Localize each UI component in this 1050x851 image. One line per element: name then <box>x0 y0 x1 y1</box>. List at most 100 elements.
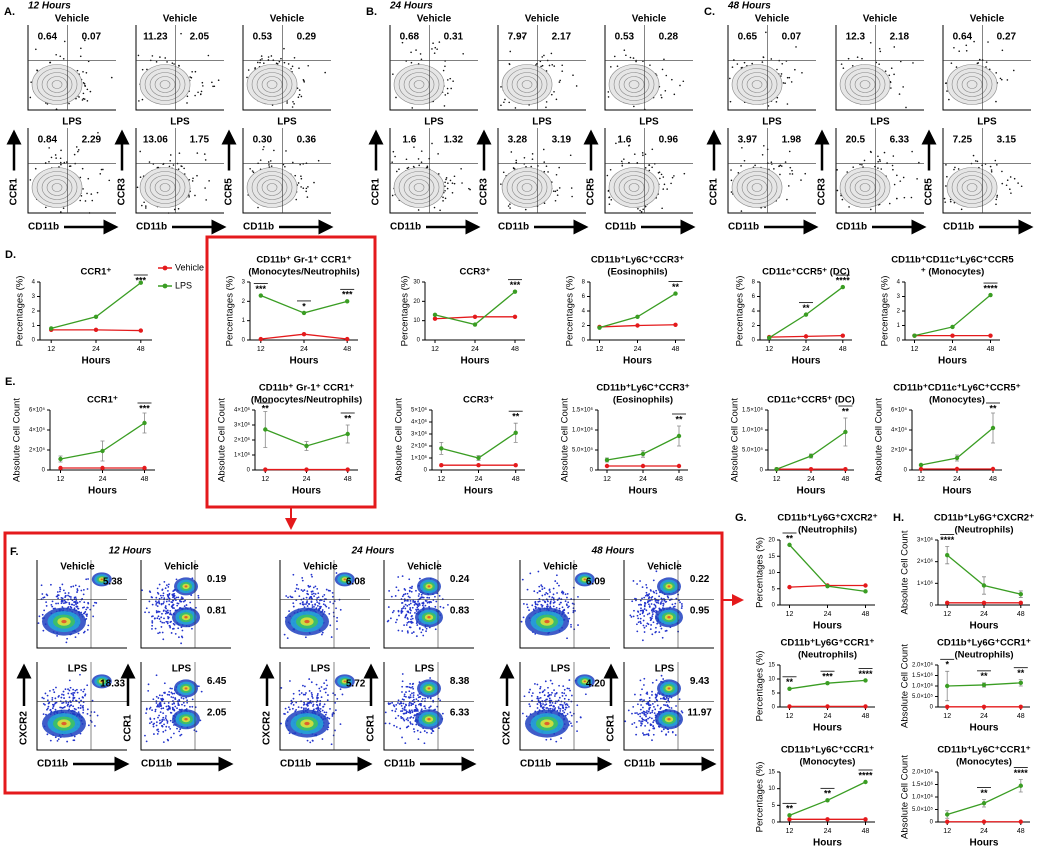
event-dot <box>325 714 327 716</box>
event-dot <box>167 616 169 618</box>
event-dot <box>171 605 173 607</box>
event-dot <box>444 65 446 67</box>
event-dot <box>393 610 395 612</box>
event-dot <box>307 605 309 607</box>
event-dot <box>70 165 72 167</box>
event-dot <box>87 178 89 180</box>
event-dot <box>621 160 623 162</box>
event-dot <box>149 708 151 710</box>
event-dot <box>168 726 170 728</box>
event-dot <box>165 605 167 607</box>
event-dot <box>899 180 901 182</box>
event-dot <box>561 70 563 72</box>
event-dot <box>398 610 400 612</box>
event-dot <box>147 690 149 692</box>
event-dot <box>515 160 517 162</box>
event-dot <box>318 688 320 690</box>
event-dot <box>666 188 668 190</box>
event-dot <box>74 607 76 609</box>
event-dot <box>503 101 505 103</box>
event-dot <box>439 699 441 701</box>
event-dot <box>163 622 165 624</box>
event-dot <box>161 622 163 624</box>
event-dot <box>781 63 783 65</box>
event-dot <box>411 586 413 588</box>
event-dot <box>431 143 433 145</box>
event-dot <box>301 692 303 694</box>
event-dot <box>80 689 82 691</box>
event-dot <box>163 609 165 611</box>
event-dot <box>299 603 301 605</box>
event-dot <box>327 699 329 701</box>
event-dot <box>187 95 189 97</box>
event-dot <box>1013 70 1015 72</box>
event-dot <box>47 699 49 701</box>
event-dot <box>201 691 203 693</box>
quadrant-value: 12.3 <box>846 32 866 43</box>
event-dot <box>411 587 413 589</box>
y-axis-label: CXCR2 <box>262 711 273 745</box>
event-dot <box>546 165 548 167</box>
event-dot <box>47 695 49 697</box>
event-dot <box>401 691 403 693</box>
event-dot <box>416 624 418 626</box>
event-dot <box>35 48 37 50</box>
event-dot <box>67 705 69 707</box>
event-dot <box>111 77 113 79</box>
event-dot <box>425 600 427 602</box>
event-dot <box>173 693 175 695</box>
time-label: 48 Hours <box>591 546 635 557</box>
event-dot <box>412 688 414 690</box>
event-dot <box>1001 171 1003 173</box>
event-dot <box>159 618 161 620</box>
event-dot <box>771 161 773 163</box>
event-dot <box>645 167 647 169</box>
event-dot <box>301 178 303 180</box>
event-dot <box>404 593 406 595</box>
event-dot <box>163 597 165 599</box>
event-dot <box>149 601 151 603</box>
event-dot <box>559 81 561 83</box>
event-dot <box>404 742 406 744</box>
event-dot <box>186 702 188 704</box>
event-dot <box>296 584 298 586</box>
event-dot <box>783 82 785 84</box>
event-dot <box>312 606 314 608</box>
event-dot <box>317 605 319 607</box>
event-dot <box>54 697 56 699</box>
contour <box>502 168 552 208</box>
time-label: 24 Hours <box>351 546 395 557</box>
event-dot <box>83 93 85 95</box>
event-dot <box>151 625 153 627</box>
event-dot <box>59 588 61 590</box>
event-dot <box>163 741 165 743</box>
event-dot <box>159 56 161 58</box>
event-dot <box>528 609 530 611</box>
quadrant-value: 0.36 <box>297 135 317 146</box>
event-dot <box>35 168 37 170</box>
event-dot <box>289 709 291 711</box>
event-dot <box>323 594 325 596</box>
event-dot <box>541 588 543 590</box>
y-axis-label: CCR1 <box>366 714 377 742</box>
event-dot <box>336 698 338 700</box>
event-dot <box>287 596 289 598</box>
event-dot <box>638 621 640 623</box>
event-dot <box>665 90 667 92</box>
event-dot <box>162 589 164 591</box>
event-dot <box>450 88 452 90</box>
event-dot <box>444 105 446 107</box>
event-dot <box>415 705 417 707</box>
event-dot <box>313 704 315 706</box>
event-dot <box>413 694 415 696</box>
event-dot <box>956 66 958 68</box>
event-dot <box>323 682 325 684</box>
event-dot <box>405 615 407 617</box>
event-dot <box>393 151 395 153</box>
event-dot <box>572 74 574 76</box>
event-dot <box>44 704 46 706</box>
event-dot <box>570 154 572 156</box>
event-dot <box>172 707 174 709</box>
event-dot <box>413 692 415 694</box>
event-dot <box>302 685 304 687</box>
